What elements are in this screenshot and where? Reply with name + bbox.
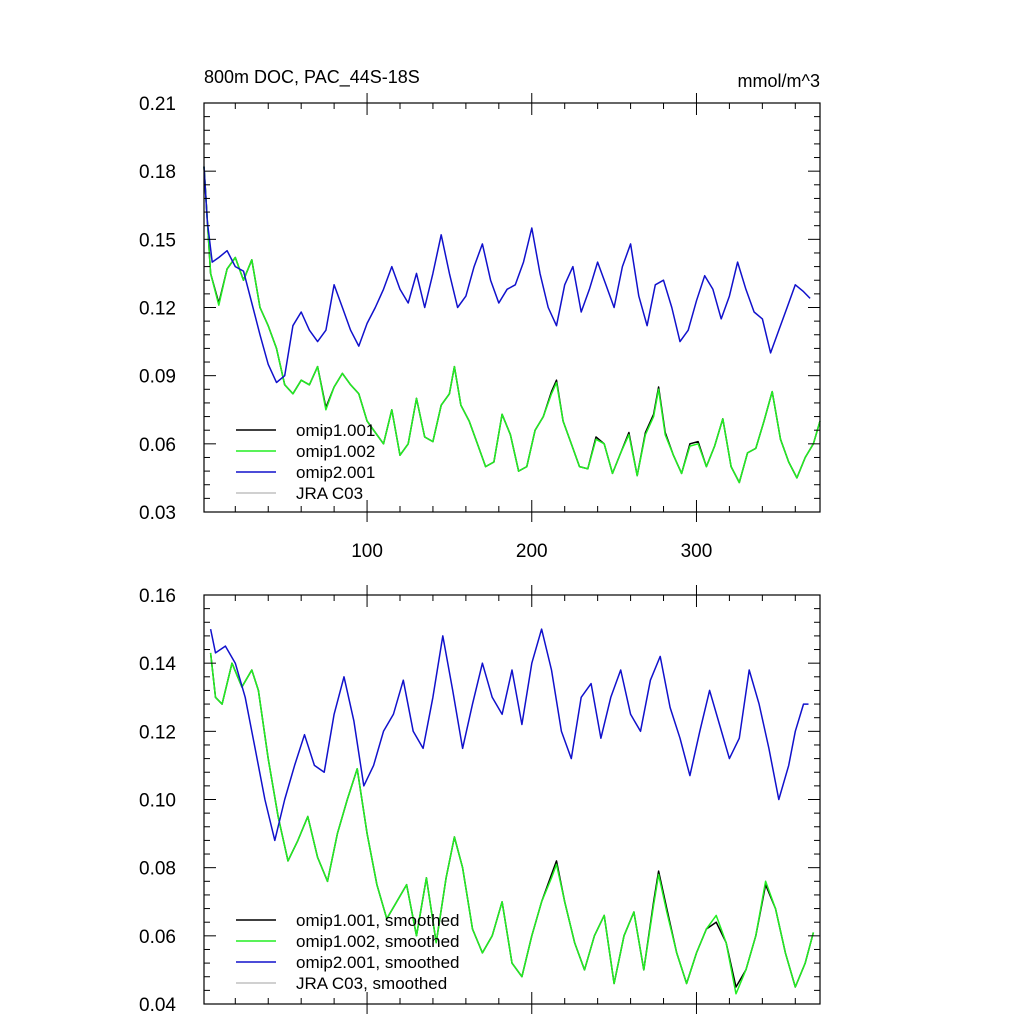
top-legend-entry-omip1-001: omip1.001 — [236, 421, 375, 440]
top-xtick-label-2: 300 — [681, 541, 713, 562]
bottom-legend-label-jra-c03: JRA C03, smoothed — [296, 974, 447, 993]
bottom-ytick-label-2: 0.08 — [139, 859, 176, 880]
top-legend: omip1.001 omip1.002 omip2.001 JRA C03 — [236, 421, 375, 503]
top-legend-label-omip1-001: omip1.001 — [296, 421, 375, 440]
bottom-legend-entry-omip1-001: omip1.001, smoothed — [236, 911, 460, 930]
top-y-tick-labels: 0.03 0.06 0.09 0.12 0.15 0.18 0.21 — [139, 94, 176, 524]
top-panel: 800m DOC, PAC_44S-18S mmol/m^3 0.030.060… — [139, 67, 821, 562]
top-series-line-omip2-001 — [203, 166, 811, 384]
bottom-y-tick-labels: 0.04 0.06 0.08 0.10 0.12 0.14 0.16 — [139, 586, 176, 1016]
bottom-legend-label-omip1-002: omip1.002, smoothed — [296, 932, 460, 951]
bottom-series-lines — [209, 628, 815, 995]
top-ytick-label-2: 0.09 — [139, 367, 176, 388]
top-axis-ticks — [204, 93, 820, 522]
top-legend-label-jra-c03: JRA C03 — [296, 484, 363, 503]
bottom-ytick-label-5: 0.14 — [139, 654, 176, 675]
bottom-ytick-label-0: 0.04 — [139, 995, 176, 1016]
top-ytick-label-4: 0.15 — [139, 230, 176, 251]
top-ytick-label-3: 0.12 — [139, 299, 176, 320]
bottom-panel: 0.04 0.06 0.08 0.10 0.12 0.14 0.16 omip1.001, … — [139, 585, 821, 1016]
top-panel-title: 800m DOC, PAC_44S-18S — [204, 67, 420, 88]
top-plot-frame — [203, 102, 821, 513]
top-series-lines — [203, 166, 821, 484]
bottom-legend-entry-jra-c03: JRA C03, smoothed — [236, 974, 447, 993]
top-series-line-omip1-002 — [203, 166, 821, 484]
bottom-ytick-label-1: 0.06 — [139, 927, 176, 948]
top-legend-label-omip1-002: omip1.002 — [296, 442, 375, 461]
top-ytick-label-5: 0.18 — [139, 162, 176, 183]
bottom-plot-frame — [203, 594, 821, 1005]
bottom-ytick-label-3: 0.10 — [139, 791, 176, 812]
top-legend-label-omip2-001: omip2.001 — [296, 463, 375, 482]
bottom-series-line-omip2-001-smoothed — [209, 628, 809, 842]
top-legend-entry-omip2-001: omip2.001 — [236, 463, 375, 482]
top-xtick-label-1: 200 — [516, 541, 548, 562]
top-ytick-label-1: 0.06 — [139, 435, 176, 456]
top-xtick-label-0: 100 — [351, 541, 383, 562]
bottom-legend: omip1.001, smoothed omip1.002, smoothed … — [236, 911, 460, 993]
top-x-tick-labels: 100 200 300 — [351, 541, 712, 562]
top-panel-units: mmol/m^3 — [738, 71, 820, 91]
bottom-series-line-omip1-002-smoothed — [209, 652, 815, 995]
bottom-legend-label-omip2-001: omip2.001, smoothed — [296, 953, 460, 972]
bottom-ytick-label-6: 0.16 — [139, 586, 176, 607]
top-legend-entry-jra-c03: JRA C03 — [236, 484, 363, 503]
bottom-legend-entry-omip1-002: omip1.002, smoothed — [236, 932, 460, 951]
top-ytick-label-6: 0.21 — [139, 94, 176, 115]
bottom-ytick-label-4: 0.12 — [139, 722, 176, 743]
top-ytick-label-0: 0.03 — [139, 503, 176, 524]
bottom-legend-label-omip1-001: omip1.001, smoothed — [296, 911, 460, 930]
bottom-legend-entry-omip2-001: omip2.001, smoothed — [236, 953, 460, 972]
top-legend-entry-omip1-002: omip1.002 — [236, 442, 375, 461]
